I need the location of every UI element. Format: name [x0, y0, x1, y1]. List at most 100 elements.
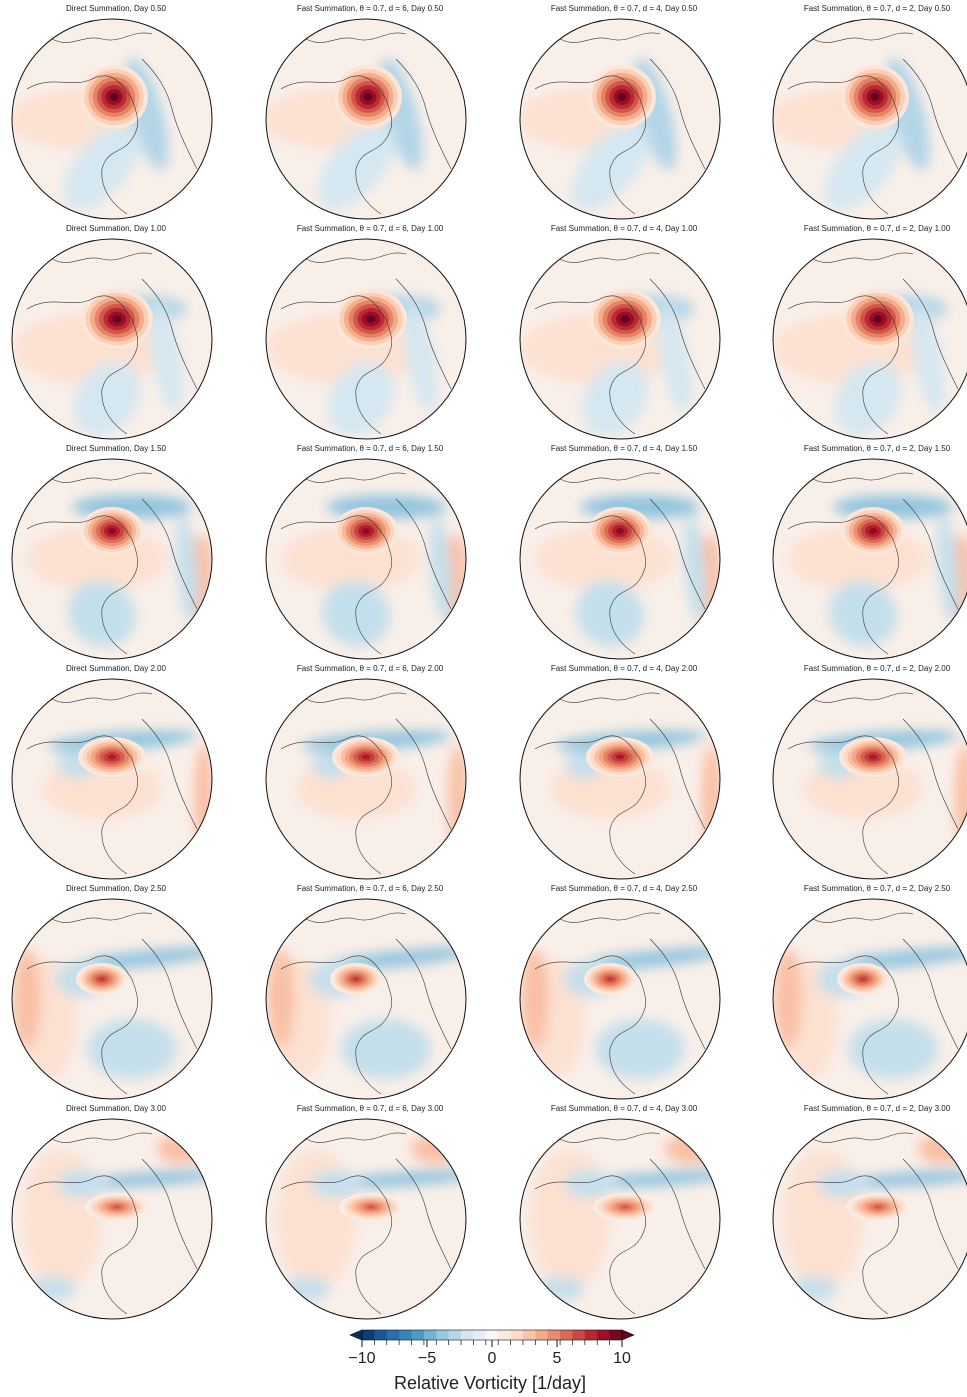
panel-r0-c1: Fast Summation, θ = 0.7, d = 6, Day 0.50: [254, 0, 486, 220]
vortex-contour: [352, 977, 360, 981]
colorbar-segment: [374, 1330, 388, 1340]
panel-r0-c3: Fast Summation, θ = 0.7, d = 2, Day 0.50: [761, 0, 967, 220]
panel-title: Direct Summation, Day 2.50: [65, 884, 167, 893]
coastline: [534, 472, 706, 655]
panel-r1-c2: Fast Summation, θ = 0.7, d = 4, Day 1.00: [508, 220, 740, 440]
panel-r3-c0: Direct Summation, Day 2.00: [0, 660, 232, 880]
vortex-contour: [874, 1205, 882, 1209]
coastline: [787, 692, 959, 875]
coastline: [787, 1132, 959, 1315]
globe-map: [519, 18, 721, 220]
panel-r3-c3: Fast Summation, θ = 0.7, d = 2, Day 2.00: [761, 660, 967, 880]
globe-map: [11, 898, 213, 1100]
positive-anomaly-edge: [918, 1134, 967, 1164]
vortex-contour: [617, 93, 627, 101]
colorbar-segment: [386, 1330, 400, 1340]
panel-title: Fast Summation, θ = 0.7, d = 4, Day 2.50: [550, 884, 698, 893]
colorbar-segment: [547, 1330, 561, 1340]
colorbar-segment: [597, 1330, 611, 1340]
panel-r0-c2: Fast Summation, θ = 0.7, d = 4, Day 0.50: [508, 0, 740, 220]
globe-map: [11, 678, 213, 880]
panel-r3-c2: Fast Summation, θ = 0.7, d = 4, Day 2.00: [508, 660, 740, 880]
globe-map: [265, 18, 467, 220]
colorbar-segment: [448, 1330, 462, 1340]
negative-vorticity-band: [57, 1170, 107, 1198]
globe-map: [265, 458, 467, 660]
negative-vorticity-band: [327, 361, 395, 437]
panel-title: Direct Summation, Day 1.50: [65, 444, 167, 453]
panel-r3-c1: Fast Summation, θ = 0.7, d = 6, Day 2.00: [254, 660, 486, 880]
colorbar-segment: [498, 1330, 512, 1340]
panel-r2-c2: Fast Summation, θ = 0.7, d = 4, Day 1.50: [508, 440, 740, 660]
coastline: [787, 252, 959, 435]
panel-title: Fast Summation, θ = 0.7, d = 4, Day 2.00: [550, 664, 698, 673]
panel-r2-c1: Fast Summation, θ = 0.7, d = 6, Day 1.50: [254, 440, 486, 660]
colorbar-segment: [485, 1330, 499, 1340]
positive-anomaly: [276, 1149, 356, 1289]
globe-outline: [519, 238, 721, 440]
globe-outline: [519, 458, 721, 660]
positive-anomaly: [22, 1149, 102, 1289]
globe-outline: [519, 1118, 721, 1320]
panel-r1-c3: Fast Summation, θ = 0.7, d = 2, Day 1.00: [761, 220, 967, 440]
vortex-contour: [367, 1205, 375, 1209]
coastline: [534, 1132, 706, 1315]
colorbar-segment: [473, 1330, 487, 1340]
coastline: [280, 32, 452, 215]
vortex-contour: [621, 1205, 629, 1209]
globe-outline: [772, 678, 967, 880]
colorbar-tick-label: −10: [348, 1350, 375, 1367]
vortex-contour: [108, 528, 116, 534]
globe-map: [772, 238, 967, 440]
negative-vorticity-band: [683, 514, 707, 624]
negative-vorticity-band: [175, 514, 199, 624]
globe-outline: [519, 18, 721, 220]
coastline: [280, 912, 452, 1095]
coastline: [787, 32, 959, 215]
negative-vorticity-band: [73, 361, 141, 437]
vortex-contour: [107, 754, 117, 760]
panel-title: Direct Summation, Day 1.00: [65, 224, 167, 233]
vortex-contour: [615, 754, 625, 760]
globe-outline: [772, 238, 967, 440]
coastline: [26, 32, 198, 215]
panel-r1-c1: Fast Summation, θ = 0.7, d = 6, Day 1.00: [254, 220, 486, 440]
coastline: [280, 1132, 452, 1315]
globe-outline: [11, 18, 213, 220]
colorbar-label: Relative Vorticity [1/day]: [393, 1373, 587, 1393]
positive-anomaly: [783, 1149, 863, 1289]
negative-vorticity-band: [818, 1170, 868, 1198]
negative-vorticity-band: [331, 1170, 466, 1188]
vortex-contour: [616, 528, 624, 534]
globe-map: [265, 238, 467, 440]
positive-anomaly-edge: [774, 949, 802, 1049]
globe-outline: [11, 458, 213, 660]
vortex-contour: [98, 977, 106, 981]
panel-r4-c3: Fast Summation, θ = 0.7, d = 2, Day 2.50: [761, 880, 967, 1100]
panel-title: Fast Summation, θ = 0.7, d = 2, Day 1.50: [803, 444, 951, 453]
panel-title: Fast Summation, θ = 0.7, d = 4, Day 1.50: [550, 444, 698, 453]
colorbar-segment: [436, 1330, 450, 1340]
globe-map: [11, 18, 213, 220]
vortex-contour: [869, 528, 877, 534]
vortex-contour: [873, 315, 883, 323]
globe-outline: [772, 18, 967, 220]
coastline: [280, 692, 452, 875]
positive-anomaly-edge: [521, 949, 549, 1049]
globe-map: [772, 18, 967, 220]
panel-title: Fast Summation, θ = 0.7, d = 6, Day 3.00: [296, 1104, 444, 1113]
panel-r5-c3: Fast Summation, θ = 0.7, d = 2, Day 3.00: [761, 1100, 967, 1320]
globe-outline: [265, 678, 467, 880]
globe-outline: [11, 238, 213, 440]
panel-title: Fast Summation, θ = 0.7, d = 2, Day 0.50: [803, 4, 951, 13]
panel-title: Fast Summation, θ = 0.7, d = 2, Day 1.00: [803, 224, 951, 233]
globe-outline: [265, 898, 467, 1100]
positive-anomaly-edge: [157, 1134, 207, 1164]
colorbar-extend-max: [621, 1329, 635, 1341]
coastline: [26, 1132, 198, 1315]
colorbar-segment: [560, 1330, 573, 1340]
panel-r2-c0: Direct Summation, Day 1.50: [0, 440, 232, 660]
coastline: [26, 692, 198, 875]
globe-map: [519, 238, 721, 440]
negative-vorticity-band: [789, 1277, 837, 1301]
